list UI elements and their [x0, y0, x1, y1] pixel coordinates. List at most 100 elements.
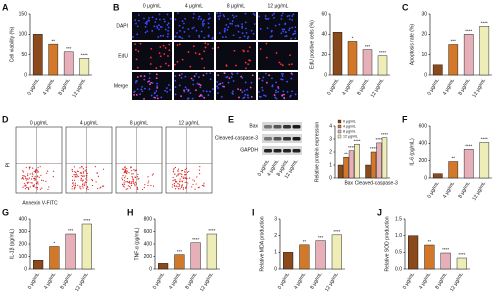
event [84, 184, 86, 186]
significance-label: **** [381, 132, 388, 137]
event [37, 181, 39, 183]
cell [223, 30, 226, 33]
y-tick-label: 400 [419, 141, 428, 147]
y-tick-label: 0 [274, 266, 277, 272]
cell [234, 24, 237, 27]
x-tick-label: 4 μg/mL [418, 271, 432, 290]
event [124, 169, 127, 172]
cell [150, 47, 153, 50]
bar [81, 223, 92, 270]
event [100, 186, 102, 188]
event [35, 182, 38, 184]
event [138, 177, 140, 180]
event [152, 173, 154, 175]
event [186, 184, 188, 186]
significance-label: **** [481, 137, 488, 142]
significance-label: ** [303, 239, 307, 244]
event [85, 169, 87, 171]
event [33, 184, 35, 186]
cell [232, 34, 235, 37]
x-tick-label: 4 μg/mL [341, 77, 355, 96]
cell [219, 14, 221, 17]
x-tick-label: 8 μg/mL [184, 271, 198, 290]
event [86, 185, 88, 188]
event [179, 188, 181, 190]
cell [141, 90, 144, 93]
cell [158, 52, 161, 54]
event [30, 178, 33, 180]
cell [231, 92, 234, 94]
event [22, 178, 25, 180]
bar [365, 164, 371, 179]
cell [203, 67, 206, 69]
event [80, 188, 82, 190]
x-tick-label: 4 μg/mL [168, 271, 182, 290]
event [134, 181, 137, 184]
cell [261, 79, 264, 82]
event [177, 174, 179, 176]
cell [174, 86, 177, 88]
significance-label: **** [375, 137, 382, 142]
event [124, 175, 126, 177]
event [79, 187, 81, 189]
cell [140, 75, 142, 77]
event [181, 185, 183, 187]
x-tick-label: 12 μg/mL [471, 77, 487, 98]
event [36, 176, 38, 178]
cell [209, 78, 212, 81]
cell [193, 75, 196, 78]
event [130, 166, 132, 169]
y-tick-label: 0.0 [395, 266, 402, 272]
x-tick-label: 8 μg/mL [59, 271, 73, 290]
x-tick-label: 4 μg/mL [442, 180, 456, 199]
cell [241, 25, 244, 28]
event [178, 185, 181, 187]
event [173, 179, 175, 181]
cell [168, 49, 171, 52]
cell [166, 24, 169, 26]
event [172, 170, 174, 173]
x-tick-label: 0 μg/mL [152, 271, 166, 290]
event [28, 168, 30, 170]
event [191, 186, 193, 188]
cell [198, 83, 201, 86]
cell [219, 82, 222, 85]
bar [79, 58, 90, 76]
panel-letter: B [113, 2, 120, 12]
cell [135, 93, 138, 96]
cell [203, 19, 205, 22]
bar [48, 43, 59, 76]
event [85, 178, 87, 180]
event [25, 177, 27, 179]
cell [248, 46, 251, 49]
event [198, 186, 200, 188]
event [34, 175, 36, 177]
event [102, 185, 105, 187]
cell [252, 32, 255, 35]
y-tick-label: 600 [144, 229, 153, 235]
cell [135, 22, 137, 25]
cell [265, 42, 268, 45]
x-tick-label: 8 μg/mL [356, 77, 370, 96]
cell [221, 36, 224, 38]
event [130, 170, 133, 172]
event [42, 180, 44, 182]
event [127, 185, 129, 187]
event [135, 169, 137, 171]
cell [164, 47, 167, 49]
event [81, 180, 84, 182]
event [27, 187, 30, 189]
cell [289, 54, 291, 57]
event [181, 174, 183, 176]
event [123, 180, 126, 182]
event [126, 177, 129, 180]
y-tick-label: 0 [24, 266, 27, 272]
cell [198, 76, 200, 78]
cell [135, 48, 137, 51]
event [151, 174, 153, 176]
cell [159, 65, 162, 68]
cell [277, 90, 280, 93]
column-label: 0 μg/mL [143, 3, 161, 9]
cell [201, 23, 204, 25]
cell [156, 86, 159, 89]
